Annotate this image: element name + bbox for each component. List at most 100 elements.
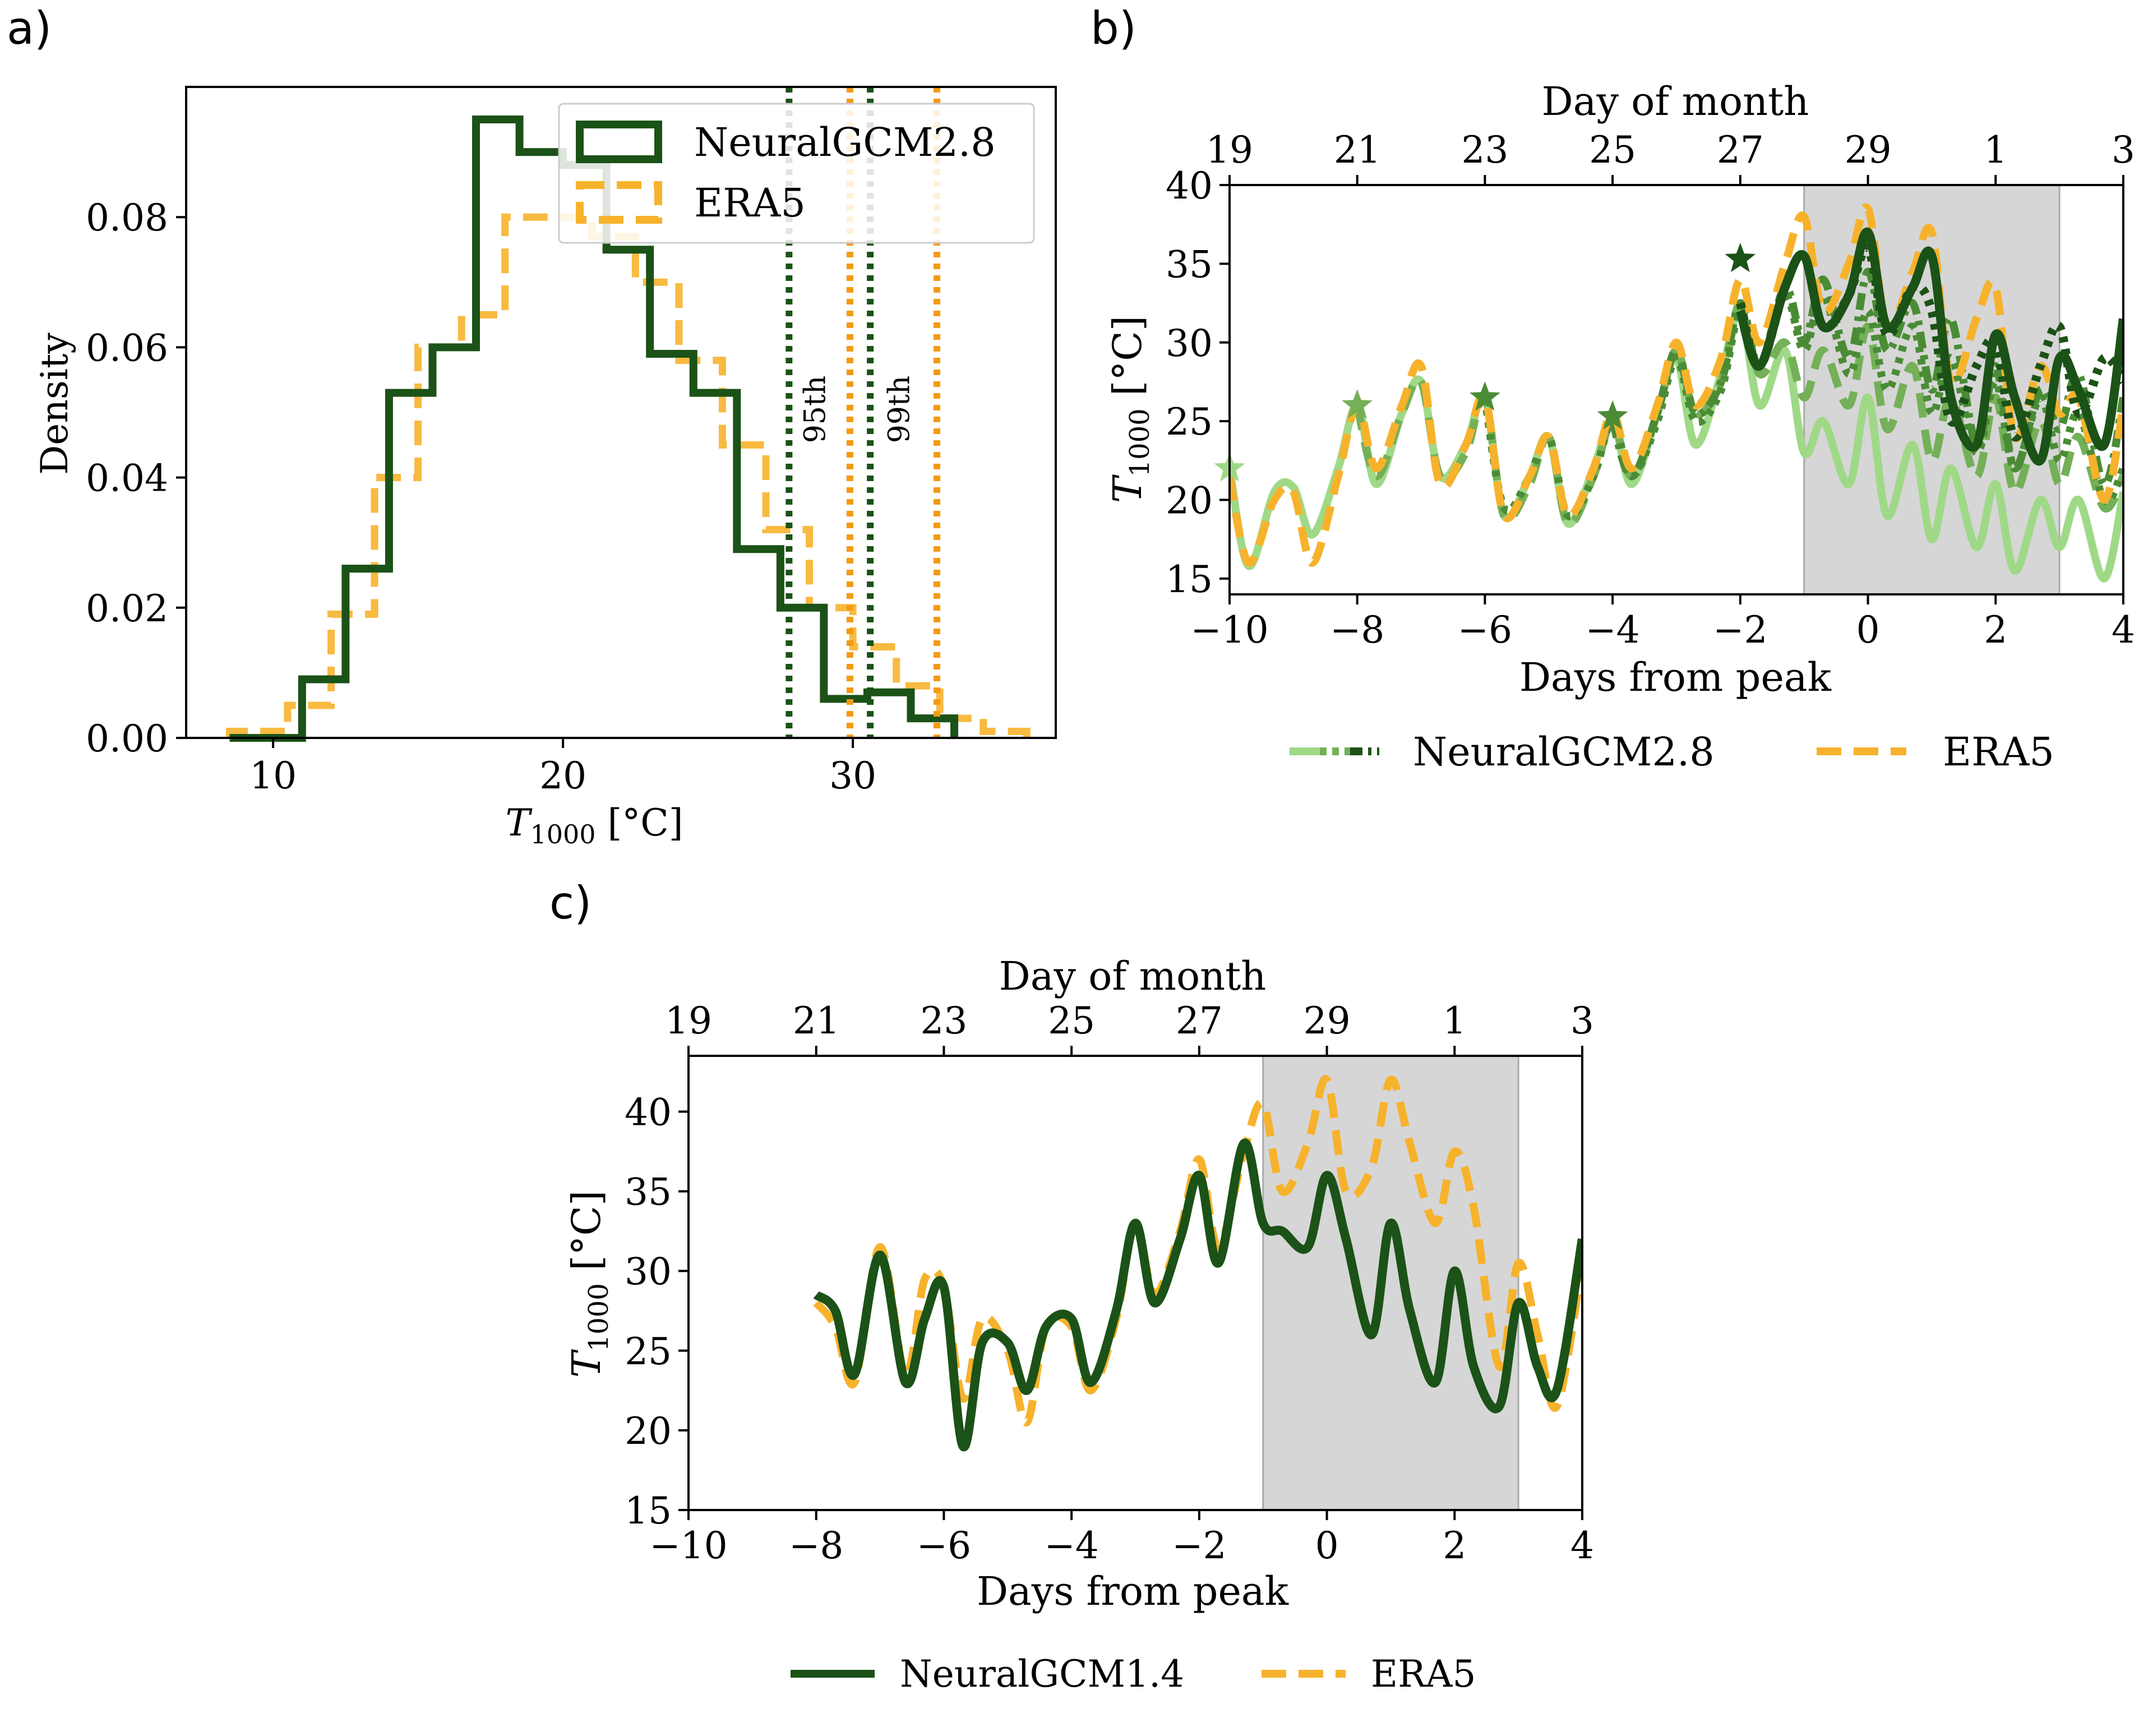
y-tick-label-2: 25 — [1166, 400, 1213, 444]
top-x-tick-label-4: 27 — [1176, 999, 1223, 1042]
init-star-marker-1 — [1342, 389, 1373, 419]
panel-c-ylabel-unit: [°C] — [563, 1190, 609, 1283]
y-tick-label-4: 35 — [1166, 243, 1213, 286]
percentile-label-99th: 99th — [883, 376, 917, 444]
panel-c-xlabel: Days from peak — [977, 1568, 1289, 1614]
panel-label-c: c) — [549, 877, 592, 929]
top-x-tick-label-5: 29 — [1845, 128, 1892, 172]
x-tick-label-0: −10 — [1190, 608, 1268, 652]
panel-b-timeseries: −10 −8 −6 −4 −2 0 2 4 19 21 23 25 27 29 1 3 15 20 25 30 35 40… — [1105, 79, 2135, 775]
x-tick-label-5: 0 — [1315, 1524, 1339, 1567]
x-tick-label-3: −4 — [1585, 608, 1639, 652]
y-tick-label-4: 0.08 — [86, 196, 168, 239]
series-group — [1230, 203, 2123, 583]
top-x-tick-label-7: 3 — [2112, 128, 2135, 172]
panel-b-ylabel-subscript: 1000 — [1124, 408, 1156, 477]
panel-label-b: b) — [1091, 2, 1136, 54]
panel-c-legend-era5-label: ERA5 — [1371, 1652, 1476, 1696]
histogram-neuralgcm — [229, 116, 959, 742]
top-x-tick-label-7: 3 — [1570, 999, 1594, 1042]
panel-b-legend-era5-label: ERA5 — [1943, 729, 2054, 775]
init-star-marker-3 — [1597, 400, 1628, 430]
x-tick-label-1: −8 — [1330, 608, 1384, 652]
panel-c-legend: NeuralGCM1.4 ERA5 — [791, 1652, 1476, 1696]
x-tick-label-2: −6 — [917, 1524, 971, 1567]
series-line-era5 — [1230, 203, 2123, 567]
top-x-tick-label-1: 21 — [1334, 128, 1381, 172]
histogram-era5 — [226, 213, 1031, 738]
panel-c-plot-area: −10 −8 −6 −4 −2 0 2 4 19 21 23 25 27 29 1 3 15 20 25 30 35 40 — [625, 999, 1594, 1567]
panel-a-ylabel: Density — [33, 333, 76, 475]
y-tick-label-0: 0.00 — [86, 717, 168, 760]
percentile-label-95th: 95th — [799, 376, 833, 444]
panel-a-frame — [185, 86, 1057, 739]
panel-b-ylabel-unit: [°C] — [1105, 316, 1151, 408]
series-line-neuralgcm1.4 — [813, 1138, 1582, 1452]
panel-b-xlabel: Days from peak — [1519, 654, 1832, 700]
panel-b-legend-neural-label: NeuralGCM2.8 — [1413, 729, 1715, 775]
panel-c-timeseries: −10 −8 −6 −4 −2 0 2 4 19 21 23 25 27 29 1 3 15 20 25 30 35 40… — [563, 953, 1594, 1696]
top-x-tick-label-2: 23 — [1461, 128, 1508, 172]
frame — [687, 1055, 1583, 1511]
x-tick-label-4: −2 — [1713, 608, 1767, 652]
top-x-tick-label-5: 29 — [1304, 999, 1351, 1042]
x-tick-label-4: −2 — [1172, 1524, 1226, 1567]
panel-b-plot-area: −10 −8 −6 −4 −2 0 2 4 19 21 23 25 27 29 1 3 15 20 25 30 35 40 — [1166, 128, 2135, 652]
init-star-marker-2 — [1469, 381, 1500, 411]
x-tick-label-6: 2 — [1443, 1524, 1466, 1567]
y-tick-label-0: 15 — [625, 1489, 672, 1532]
panel-a-legend-era5-label: ERA5 — [694, 180, 806, 226]
panel-label-a: a) — [7, 2, 52, 54]
series-group — [813, 1075, 1582, 1452]
panel-a-xlabel-subscript: 1000 — [530, 819, 595, 849]
panel-a-xlabel-symbol: T — [505, 801, 533, 844]
y-tick-label-1: 20 — [1166, 479, 1213, 523]
panel-c-legend-neural-label: NeuralGCM1.4 — [900, 1652, 1184, 1696]
y-tick-label-2: 25 — [625, 1330, 672, 1373]
panel-a-xlabel: T1000 [°C] — [505, 801, 683, 849]
top-x-tick-label-3: 25 — [1048, 999, 1095, 1042]
top-x-tick-label-3: 25 — [1589, 128, 1636, 172]
heatwave-shading — [1262, 1055, 1519, 1511]
panel-a-legend-box — [558, 103, 1035, 244]
x-tick-label-3: −4 — [1044, 1524, 1098, 1567]
panel-a-legend-neural-label: NeuralGCM2.8 — [694, 119, 996, 165]
top-x-tick-label-0: 19 — [1206, 128, 1253, 172]
y-tick-label-2: 0.04 — [86, 457, 168, 500]
x-tick-label-10: 10 — [250, 754, 297, 797]
y-tick-label-3: 30 — [625, 1250, 672, 1294]
series-line-neuralgcm-init--4-dashdot — [1609, 267, 2123, 488]
frame — [1228, 184, 2124, 595]
panel-b-top-xlabel: Day of month — [1542, 79, 1809, 124]
panel-a-legend: NeuralGCM2.8 ERA5 — [558, 103, 1035, 244]
x-tick-label-6: 2 — [1984, 608, 2007, 652]
y-tick-label-5: 40 — [625, 1091, 672, 1134]
panel-c-top-xlabel: Day of month — [999, 953, 1267, 999]
x-tick-label-7: 4 — [2112, 608, 2135, 652]
x-tick-label-0: −10 — [649, 1524, 727, 1567]
panel-a-legend-era5-swatch — [576, 181, 662, 224]
y-tick-label-3: 0.06 — [86, 326, 168, 370]
panel-b-legend: NeuralGCM2.8 ERA5 — [1290, 729, 2054, 775]
top-x-tick-label-4: 27 — [1717, 128, 1764, 172]
panel-a-histogram: 95th 99th 10 20 30 0.00 0.02 0.04 0.06 0.08 Densi… — [33, 86, 1057, 849]
top-x-tick-label-1: 21 — [793, 999, 840, 1042]
panel-a-legend-neural-swatch — [576, 121, 662, 163]
top-x-tick-label-2: 23 — [920, 999, 967, 1042]
panel-c-ylabel: T1000 [°C] — [563, 1190, 615, 1378]
panel-b-ylabel: T1000 [°C] — [1105, 316, 1156, 503]
x-tick-label-20: 20 — [539, 754, 586, 797]
panel-c-ylabel-subscript: 1000 — [583, 1283, 615, 1351]
panel-b-ylabel-symbol: T — [1105, 474, 1151, 503]
top-x-tick-label-0: 19 — [665, 999, 712, 1042]
y-tick-label-0: 15 — [1166, 558, 1213, 601]
x-tick-label-2: −6 — [1458, 608, 1512, 652]
y-tick-label-5: 40 — [1166, 164, 1213, 207]
y-tick-label-4: 35 — [625, 1171, 672, 1214]
x-tick-label-30: 30 — [829, 754, 876, 797]
series-line-neuralgcm-init--6-dotted — [1736, 243, 2123, 442]
top-x-tick-label-6: 1 — [1984, 128, 2007, 172]
y-tick-label-1: 0.02 — [86, 587, 168, 630]
x-tick-label-1: −8 — [789, 1524, 843, 1567]
